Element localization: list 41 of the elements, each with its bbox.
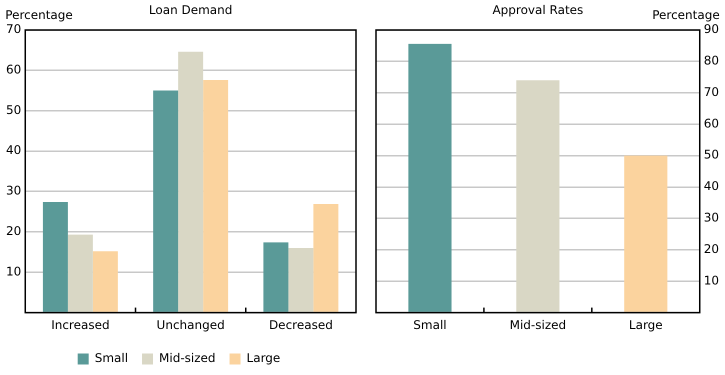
bar [153, 90, 178, 312]
x-tick-label: Decreased [268, 318, 333, 332]
y2-tick-label: 90 [704, 22, 720, 36]
y-axis-title: Percentage [5, 8, 73, 22]
bar [624, 156, 668, 312]
y2-tick-label: 30 [704, 210, 720, 225]
legend-label: Large [246, 351, 280, 366]
y2-tick-label: 60 [704, 116, 720, 130]
x-tick-label: Large [628, 318, 663, 332]
x-tick-label: Small [413, 318, 447, 332]
y-tick-label: 50 [6, 102, 22, 117]
y2-tick-label: 20 [704, 242, 720, 256]
y2-tick-label: 10 [704, 273, 720, 288]
y-tick-label: 40 [6, 143, 22, 158]
bar [68, 234, 93, 312]
bar [92, 251, 118, 312]
legend-label: Mid-sized [159, 351, 216, 366]
bar [288, 248, 314, 312]
y2-tick-label: 70 [704, 84, 720, 99]
bar [313, 204, 338, 312]
y2-tick-label: 80 [704, 54, 720, 68]
x-tick-label: Mid-sized [510, 318, 566, 332]
bar [263, 242, 288, 312]
x-tick-label: Increased [51, 318, 110, 332]
legend-label: Small [94, 351, 128, 366]
x-tick-label: Unchanged [156, 318, 225, 332]
bar [178, 52, 204, 312]
bar [42, 202, 68, 312]
y-tick-label: 20 [6, 224, 22, 238]
y2-axis-title: Percentage [652, 8, 720, 22]
bar [516, 80, 560, 312]
y-tick-label: 70 [6, 22, 22, 36]
y-tick-label: 30 [6, 184, 22, 198]
bar [203, 80, 228, 312]
y-tick-label: 60 [6, 62, 22, 76]
y-tick-label: 10 [6, 264, 22, 278]
y2-tick-label: 40 [704, 179, 720, 194]
chart-title: Approval Rates [492, 3, 584, 17]
chart-title: Loan Demand [148, 3, 232, 17]
bar [408, 44, 452, 312]
y2-tick-label: 50 [704, 148, 720, 162]
